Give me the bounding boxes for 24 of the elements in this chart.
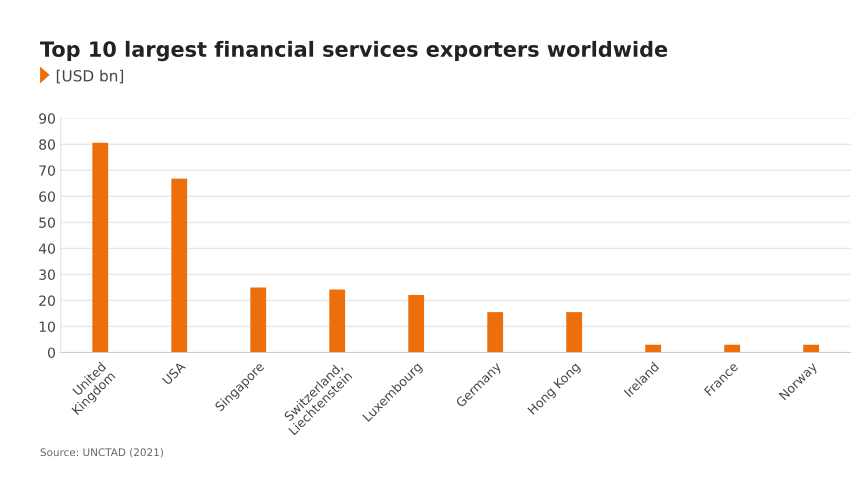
y-tick-label: 20 xyxy=(39,295,55,306)
bar xyxy=(487,312,504,352)
bar xyxy=(803,344,820,352)
y-tick-label: 30 xyxy=(39,269,55,280)
bar xyxy=(92,142,108,352)
x-tick-label: USA xyxy=(162,361,186,386)
bar xyxy=(645,344,662,352)
bar xyxy=(724,344,740,352)
y-tick-label: 60 xyxy=(39,191,55,202)
y-tick-label: 80 xyxy=(39,139,55,150)
y-tick-label: 40 xyxy=(38,243,55,254)
bar xyxy=(408,294,424,352)
bar xyxy=(566,312,582,352)
y-tick-label: 50 xyxy=(39,217,55,228)
source-note: Source: UNCTAD (2021) xyxy=(40,448,163,458)
y-tick-label: 10 xyxy=(40,321,55,332)
y-tick-label: 70 xyxy=(39,165,55,176)
bar xyxy=(171,178,188,352)
bar xyxy=(329,290,346,352)
chart-title: Top 10 largest financial services exporters worldwide xyxy=(40,40,668,62)
y-tick-label: 90 xyxy=(39,113,55,124)
bar xyxy=(250,287,266,352)
chart-subtitle: [USD bn] xyxy=(56,70,124,84)
y-tick-label: 0 xyxy=(48,347,55,358)
